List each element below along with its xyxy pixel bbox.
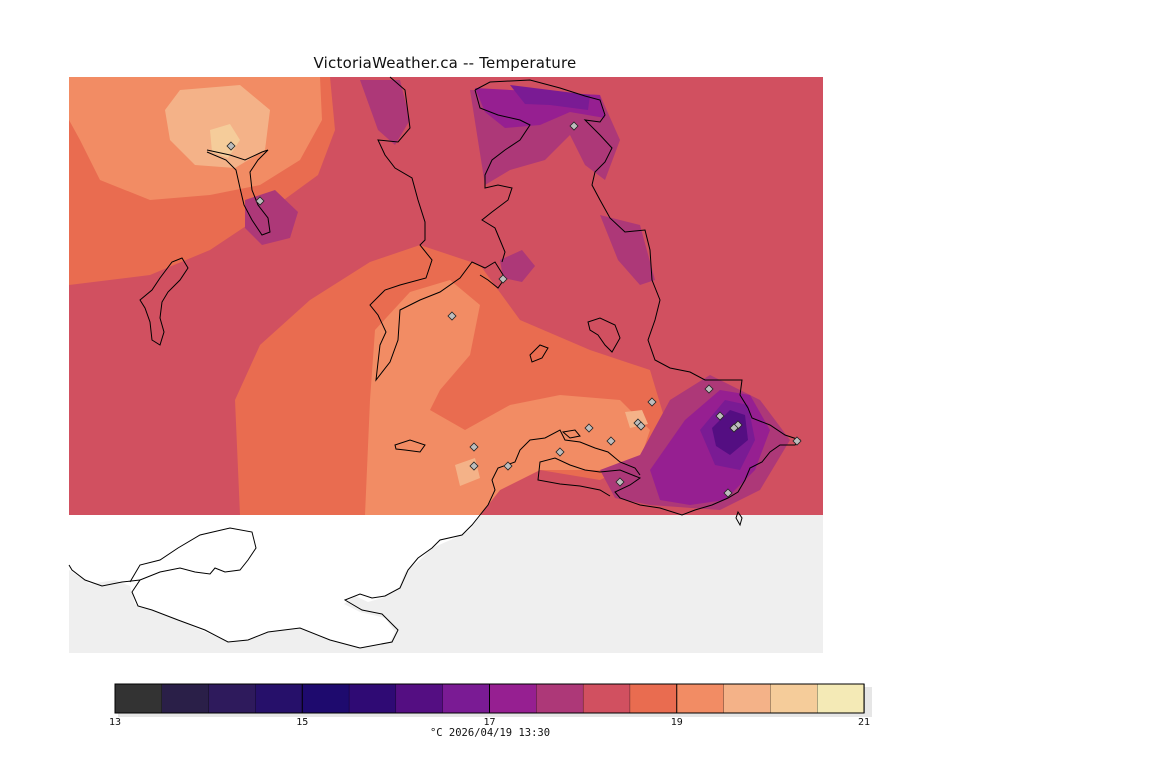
station-marker[interactable] bbox=[636, 421, 646, 431]
station-marker[interactable] bbox=[723, 488, 733, 498]
colorbar-swatch bbox=[536, 683, 584, 714]
colorbar-swatch bbox=[208, 683, 257, 714]
colorbar-tick-label: 15 bbox=[296, 717, 308, 728]
colorbar-swatch bbox=[770, 683, 818, 714]
colorbar-swatch bbox=[676, 683, 725, 714]
station-marker[interactable] bbox=[729, 423, 739, 433]
station-marker[interactable] bbox=[584, 423, 594, 433]
station-marker[interactable] bbox=[792, 436, 802, 446]
colorbar-swatch bbox=[395, 683, 444, 714]
colorbar-tick-label: 19 bbox=[671, 717, 683, 728]
station-marker[interactable] bbox=[503, 461, 513, 471]
colorbar-swatch bbox=[255, 683, 303, 714]
station-marker[interactable] bbox=[569, 121, 579, 131]
station-marker[interactable] bbox=[615, 477, 625, 487]
colorbar-ticks: 13 15 17 19 21 bbox=[109, 684, 870, 728]
colorbar-tick-label: 13 bbox=[109, 717, 121, 728]
colorbar-swatch bbox=[723, 683, 772, 714]
colorbar-swatch bbox=[582, 683, 631, 714]
land-unshaded bbox=[69, 515, 480, 648]
colorbar-swatch bbox=[817, 683, 865, 714]
station-marker[interactable] bbox=[606, 436, 616, 446]
coastlines bbox=[68, 76, 801, 649]
colorbar-tick-label: 17 bbox=[483, 717, 495, 728]
station-marker[interactable] bbox=[226, 141, 236, 151]
station-marker[interactable] bbox=[555, 447, 565, 457]
map-title: VictoriaWeather.ca -- Temperature bbox=[313, 54, 577, 72]
colorbar-swatch bbox=[442, 683, 491, 714]
colorbar-swatch bbox=[629, 683, 678, 714]
station-marker[interactable] bbox=[715, 411, 725, 421]
station-marker[interactable] bbox=[469, 461, 479, 471]
station-markers bbox=[226, 121, 802, 498]
station-marker[interactable] bbox=[498, 274, 508, 284]
station-marker[interactable] bbox=[447, 311, 457, 321]
station-marker[interactable] bbox=[469, 442, 479, 452]
colorbar-swatch bbox=[161, 683, 210, 714]
colorbar-swatch bbox=[348, 683, 397, 714]
station-marker[interactable] bbox=[704, 384, 714, 394]
colorbar-swatches bbox=[114, 683, 865, 714]
station-marker[interactable] bbox=[647, 397, 657, 407]
station-marker[interactable] bbox=[255, 196, 265, 206]
colorbar-caption: °C 2026/04/19 13:30 bbox=[429, 727, 551, 739]
colorbar-swatch bbox=[302, 683, 350, 714]
colorbar-tick-label: 21 bbox=[858, 717, 870, 728]
colorbar-swatch bbox=[114, 683, 163, 714]
colorbar-swatch bbox=[489, 683, 537, 714]
